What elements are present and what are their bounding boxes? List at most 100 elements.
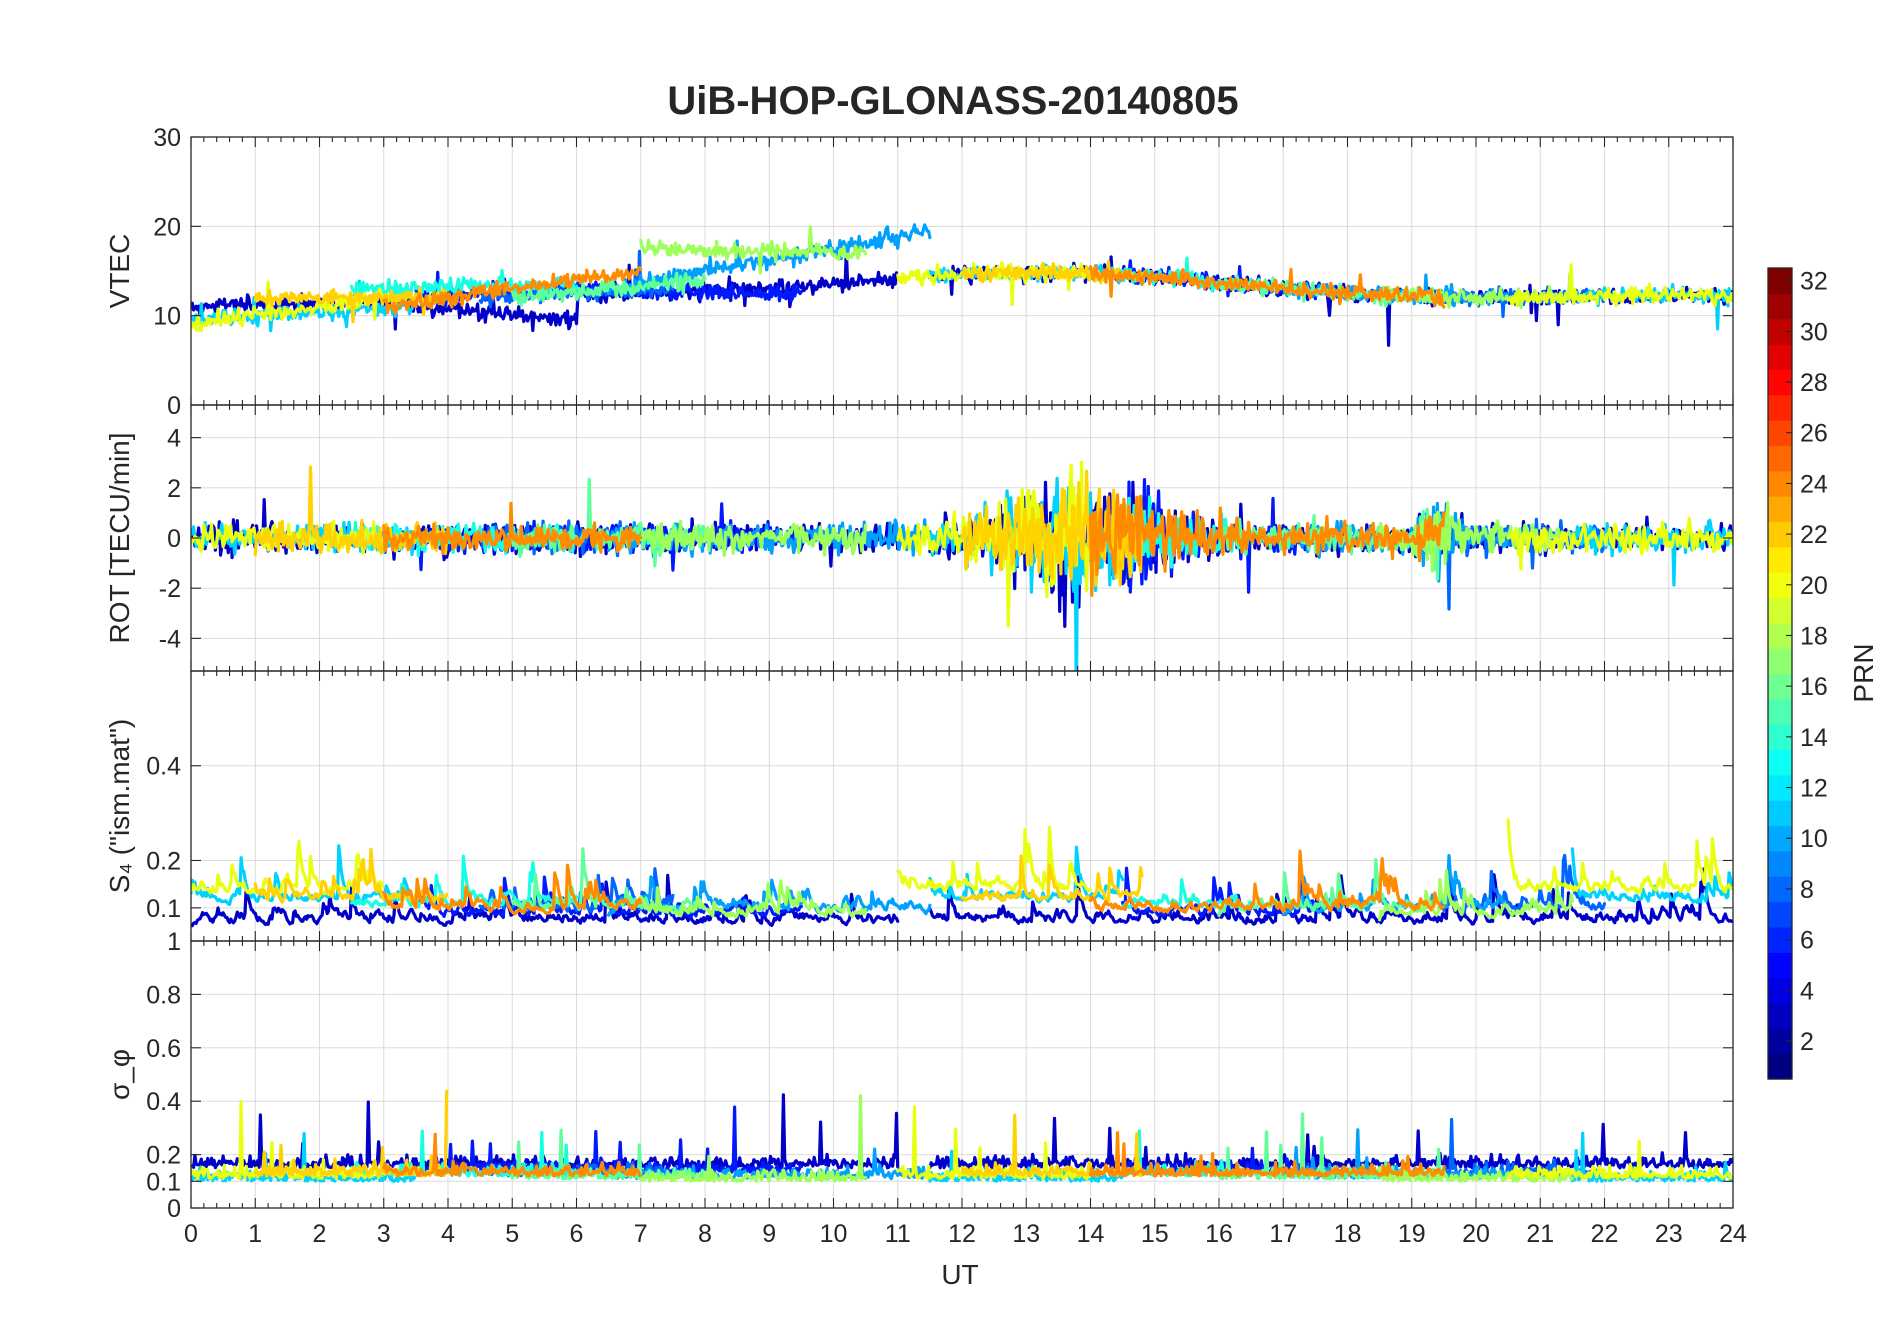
trace-prn-19 <box>1506 516 1733 571</box>
panel-s4: 0.1 0.2 0.4 S₄ ("ism.mat") <box>104 670 1734 942</box>
x-tick-label: 12 <box>948 1220 976 1248</box>
y-tick-label: 0.4 <box>146 1088 181 1116</box>
trace-prn-21 <box>253 286 449 324</box>
colorbar-swatch <box>1768 901 1792 928</box>
x-tick-label: 2 <box>313 1220 327 1248</box>
colorbar-swatch <box>1768 344 1792 370</box>
trace-prn-15 <box>1217 858 1446 918</box>
colorbar-swatch <box>1768 546 1792 573</box>
trace-prn-19 <box>1506 818 1733 895</box>
trace-prn-3 <box>191 248 900 333</box>
trace-prn-23 <box>382 501 643 555</box>
trace-prn-17 <box>1378 272 1574 310</box>
colorbar-tick-label: 26 <box>1800 420 1828 448</box>
y-tick-label: 0 <box>167 525 181 553</box>
colorbar-tick-label: 30 <box>1800 318 1828 346</box>
x-tick-label: 1 <box>248 1220 262 1248</box>
trace-prn-19 <box>1506 263 1733 308</box>
colorbar-tick-label: 28 <box>1800 369 1828 397</box>
colorbar-tick-label: 12 <box>1800 775 1828 803</box>
trace-prn-11 <box>1570 1131 1733 1183</box>
x-tick-label: 8 <box>698 1220 712 1248</box>
x-tick-label: 16 <box>1205 1220 1233 1248</box>
colorbar-tick-label: 22 <box>1800 521 1828 549</box>
x-tick-label: 11 <box>885 1220 911 1248</box>
trace-prn-9 <box>607 223 932 297</box>
x-tick-label: 19 <box>1398 1220 1426 1248</box>
trace-prn-21 <box>960 469 1144 587</box>
trace-prn-23 <box>382 1132 643 1178</box>
colorbar-tick-label: 16 <box>1800 673 1828 701</box>
trace-prn-21 <box>253 465 449 557</box>
y-tick-label: 2 <box>167 475 181 503</box>
y-tick-label: 0.6 <box>146 1035 181 1063</box>
colorbar-swatch <box>1768 952 1792 979</box>
colorbar-swatch <box>1768 800 1792 827</box>
colorbar-tick-label: 4 <box>1800 977 1814 1005</box>
colorbar-tick-label: 14 <box>1800 724 1828 752</box>
x-tick-label: 15 <box>1141 1220 1169 1248</box>
trace-prn-3 <box>191 1093 900 1170</box>
y-tick-label: 0.4 <box>146 753 181 781</box>
colorbar-swatch <box>1768 698 1792 725</box>
x-tick-label: 18 <box>1334 1220 1362 1248</box>
colorbar-label: PRN <box>1848 643 1879 702</box>
colorbar-tick-label: 10 <box>1800 825 1828 853</box>
colorbar-tick-label: 2 <box>1800 1028 1814 1056</box>
trace-prn-17 <box>1378 869 1574 922</box>
colorbar-swatch <box>1768 394 1792 421</box>
x-tick-label: 22 <box>1591 1220 1619 1248</box>
colorbar-swatch <box>1768 749 1792 776</box>
y-axis-label-sigma: σ_φ <box>104 1049 135 1100</box>
colorbar-tick-label: 20 <box>1800 572 1828 600</box>
colorbar-swatch <box>1768 850 1792 877</box>
x-tick-label: 0 <box>184 1220 198 1248</box>
trace-prn-7 <box>1442 502 1607 611</box>
panel-sigma: 00.10.2 0.4 0.6 0.8 1 σ_φ <box>104 928 1734 1223</box>
y-tick-label: 0.2 <box>146 847 181 875</box>
trace-prn-19 <box>896 825 1093 893</box>
trace-prn-19 <box>896 1105 1093 1181</box>
colorbar-frame <box>1767 267 1793 1080</box>
trace-prn-19 <box>1506 1139 1733 1181</box>
trace-prn-23 <box>1088 493 1446 597</box>
y-tick-label: 0.8 <box>146 981 181 1009</box>
y-tick-label: 0 <box>167 1195 181 1223</box>
x-tick-label: 4 <box>441 1220 455 1248</box>
colorbar-tick-label: 18 <box>1800 622 1828 650</box>
chart-title: UiB-HOP-GLONASS-20140805 <box>667 79 1238 123</box>
x-tick-label: 9 <box>762 1220 776 1248</box>
y-tick-label: 20 <box>153 213 181 241</box>
trace-prn-23 <box>1088 849 1446 914</box>
y-tick-label: 0.1 <box>146 895 181 923</box>
colorbar-swatch <box>1768 1053 1792 1080</box>
trace-prn-3 <box>191 873 900 928</box>
trace-prn-19 <box>191 839 385 896</box>
trace-prn-11 <box>1570 847 1733 904</box>
x-tick-label: 17 <box>1269 1220 1297 1248</box>
traces-vtec <box>191 223 1733 347</box>
x-axis-label: UT <box>941 1259 978 1290</box>
colorbar-tick-label: 8 <box>1800 876 1814 904</box>
y-tick-label: 0.1 <box>146 1168 181 1196</box>
trace-prn-17 <box>639 879 868 919</box>
x-tick-label: 20 <box>1462 1220 1490 1248</box>
panel-rot: -4 -2 0 2 4 ROT [TECU/min] <box>104 404 1734 672</box>
trace-prn-7 <box>478 867 675 913</box>
trace-prn-23 <box>1088 1131 1446 1178</box>
traces-rot <box>191 460 1733 671</box>
trace-prn-23 <box>382 863 643 916</box>
y-tick-label: 1 <box>167 928 181 956</box>
x-tick-label: 10 <box>820 1220 848 1248</box>
x-tick-label: 3 <box>377 1220 391 1248</box>
trace-prn-21 <box>960 854 1144 903</box>
x-tick-labels: 0 1 2 3 4 5 6 7 8 9 10 11 12 13 14 15 16 17 18 19 20 21 22 23 24 <box>184 1220 1747 1248</box>
panel-vtec: 0 10 20 30 VTEC <box>104 124 1734 420</box>
colorbar-swatch <box>1768 293 1792 320</box>
y-tick-label: -2 <box>159 575 181 603</box>
colorbar-tick-label: 6 <box>1800 927 1814 955</box>
y-tick-label: 4 <box>167 425 181 453</box>
